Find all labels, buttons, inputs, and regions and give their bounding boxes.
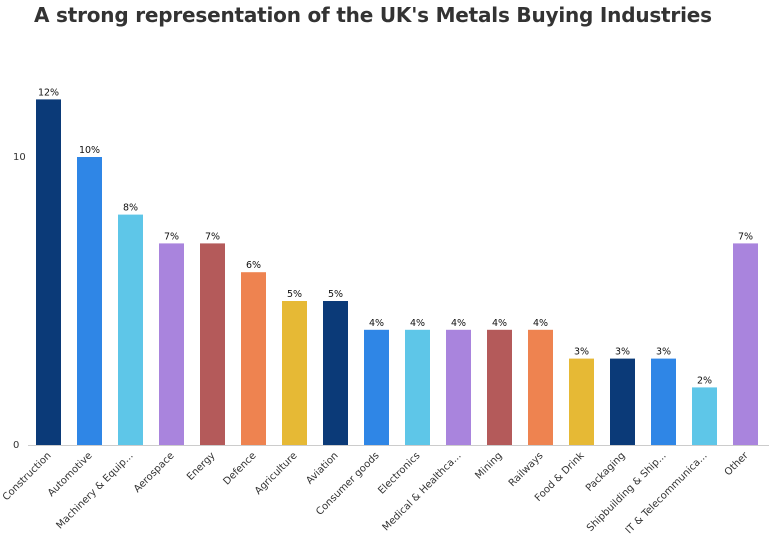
- x-tick-label: Shipbuilding & Ship...: [585, 450, 669, 534]
- y-tick-label: 0: [13, 440, 19, 451]
- data-labels: 12% 10% 8% 7% 7% 6% 5% 5% 4% 4% 4% 4% 4% 3% 3% 3% 2% 7%: [38, 87, 753, 386]
- bar: [282, 301, 307, 445]
- x-tick-label: Packaging: [584, 450, 628, 494]
- bar: [159, 243, 184, 445]
- bar: [200, 243, 225, 445]
- x-tick-label: Agriculture: [253, 450, 300, 497]
- data-label: 7%: [205, 231, 220, 242]
- y-tick-label: 10: [13, 152, 26, 163]
- data-label: 5%: [328, 289, 343, 300]
- data-label: 4%: [369, 318, 384, 329]
- bar: [446, 329, 471, 445]
- data-label: 3%: [574, 347, 589, 358]
- x-tick-label: IT & Telecommunica...: [624, 450, 710, 536]
- x-tick-label: Aviation: [304, 450, 340, 486]
- x-tick-label: Medical & Healthca...: [381, 450, 464, 533]
- x-tick-label: Railways: [507, 450, 546, 489]
- x-tick-label: Other: [723, 450, 751, 478]
- data-label: 7%: [738, 231, 753, 242]
- bar: [692, 387, 717, 445]
- data-label: 5%: [287, 289, 302, 300]
- bar: [405, 329, 430, 445]
- bar: [487, 329, 512, 445]
- bar: [733, 243, 758, 445]
- bars: [36, 99, 758, 446]
- data-label: 3%: [656, 347, 671, 358]
- data-label: 4%: [410, 318, 425, 329]
- data-label: 3%: [615, 347, 630, 358]
- x-tick-label: Energy: [185, 450, 218, 483]
- data-label: 4%: [451, 318, 466, 329]
- y-axis-ticks: 0 10: [13, 152, 26, 451]
- chart-title: A strong representation of the UK's Meta…: [34, 3, 712, 27]
- x-tick-label: Defence: [221, 450, 258, 487]
- x-tick-label: Mining: [473, 450, 504, 481]
- bar: [569, 358, 594, 445]
- bar: [651, 358, 676, 445]
- x-tick-label: Machinery & Equip...: [55, 450, 136, 531]
- data-label: 4%: [492, 318, 507, 329]
- data-label: 6%: [246, 260, 261, 271]
- bar: [241, 272, 266, 445]
- bar: [610, 358, 635, 445]
- data-label: 2%: [697, 375, 712, 386]
- bar: [364, 329, 389, 445]
- data-label: 4%: [533, 318, 548, 329]
- bar: [77, 157, 102, 445]
- bar: [528, 329, 553, 445]
- data-label: 10%: [79, 145, 100, 156]
- bar: [323, 301, 348, 445]
- data-label: 8%: [123, 203, 138, 214]
- data-label: 12%: [38, 87, 59, 98]
- data-label: 7%: [164, 231, 179, 242]
- x-tick-label: Aerospace: [132, 450, 177, 495]
- bar: [36, 99, 61, 446]
- x-tick-label: Construction: [1, 450, 54, 503]
- bar: [118, 214, 143, 445]
